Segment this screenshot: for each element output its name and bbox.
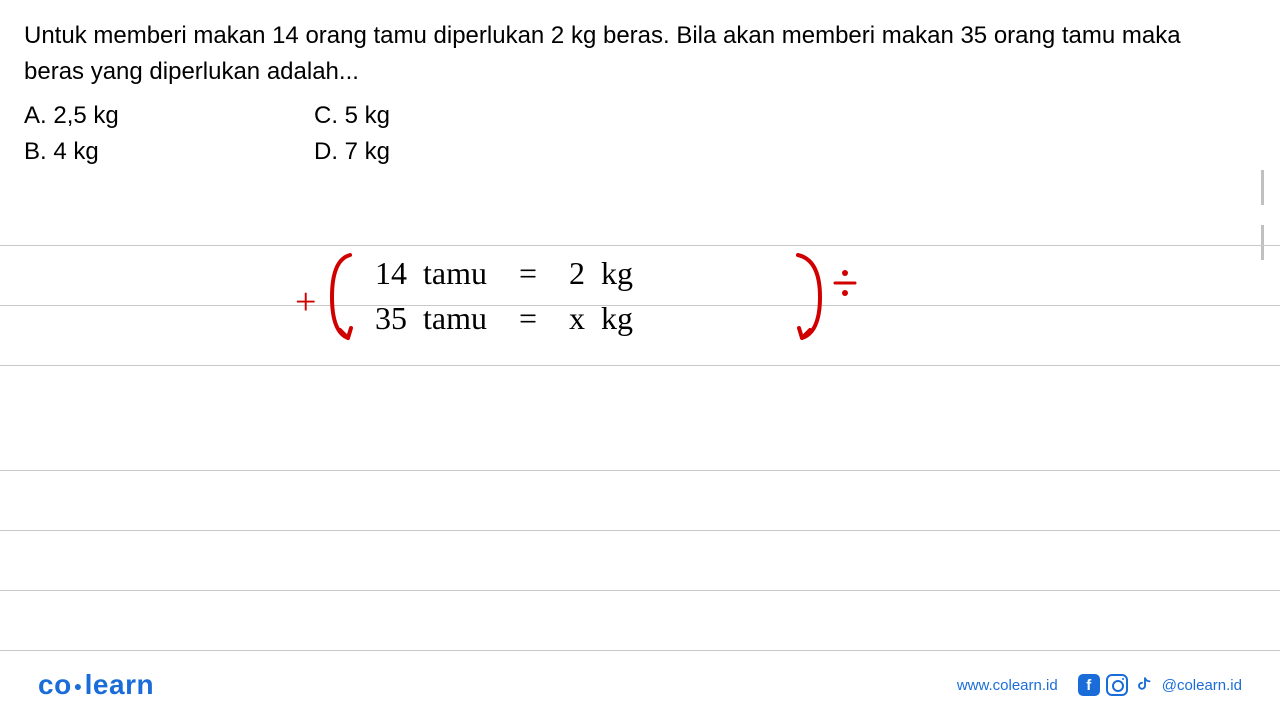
facebook-icon: f [1078, 674, 1100, 696]
question-line2: beras yang diperlukan adalah... [24, 58, 359, 85]
left-bracket-arrow-icon [322, 250, 362, 345]
handwriting-line2: 35 tamu = x kg [375, 300, 633, 337]
tiktok-icon [1134, 674, 1156, 696]
logo-dot-icon: ● [72, 678, 85, 694]
colearn-logo: co●learn [38, 669, 154, 701]
divide-annotation [833, 268, 857, 307]
handwriting-work: + 14 tamu = 2 kg 35 tamu = x kg [300, 250, 900, 360]
ruled-line [0, 530, 1280, 531]
ruled-line [0, 590, 1280, 591]
social-handle: @colearn.id [1162, 677, 1242, 694]
option-row: A. 2,5 kg C. 5 kg [24, 98, 1256, 134]
handwriting-line1: 14 tamu = 2 kg [375, 255, 633, 292]
question-text: Untuk memberi makan 14 orang tamu diperl… [24, 18, 1256, 90]
question-line1: Untuk memberi makan 14 orang tamu diperl… [24, 22, 1181, 49]
ruled-line [0, 365, 1280, 366]
right-bracket-arrow-icon [790, 250, 830, 345]
ruled-line [0, 245, 1280, 246]
ruled-line [0, 470, 1280, 471]
margin-mark [1261, 170, 1264, 205]
instagram-icon [1106, 674, 1128, 696]
option-row: B. 4 kg D. 7 kg [24, 134, 1256, 170]
footer: co●learn www.colearn.id f @colearn.id [0, 650, 1280, 720]
social-links: f @colearn.id [1078, 674, 1242, 696]
option-a: A. 2,5 kg [24, 98, 314, 134]
option-d: D. 7 kg [314, 134, 604, 170]
option-c: C. 5 kg [314, 98, 604, 134]
website-url: www.colearn.id [957, 677, 1058, 694]
question-area: Untuk memberi makan 14 orang tamu diperl… [0, 0, 1280, 188]
option-b: B. 4 kg [24, 134, 314, 170]
footer-right: www.colearn.id f @colearn.id [957, 674, 1242, 696]
plus-annotation: + [295, 280, 316, 324]
logo-part2: learn [85, 669, 154, 700]
options-list: A. 2,5 kg C. 5 kg B. 4 kg D. 7 kg [24, 98, 1256, 170]
logo-part1: co [38, 669, 72, 700]
